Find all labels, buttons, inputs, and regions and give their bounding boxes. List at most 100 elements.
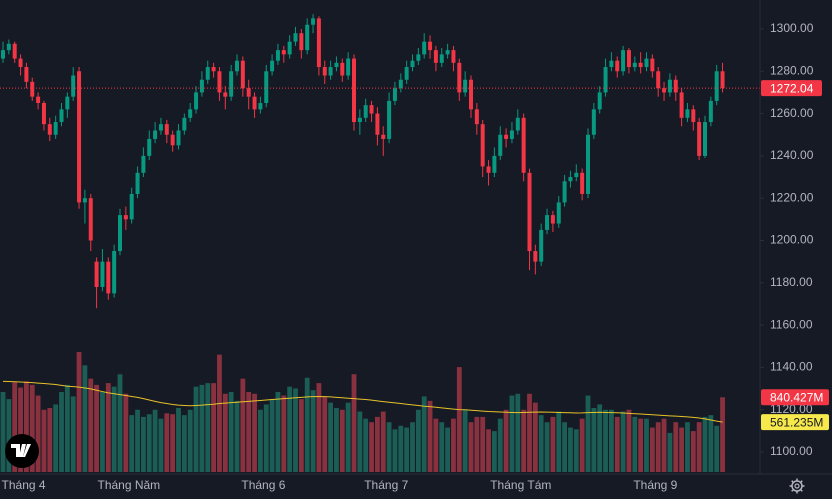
volume-bar [252,393,257,472]
candle-body [568,177,573,182]
candle-body [264,71,269,104]
candle-body [205,67,210,80]
tradingview-logo[interactable] [5,434,39,468]
candle-body [176,130,181,146]
candle-body [77,71,82,203]
candle-body [305,24,310,51]
volume-bar [228,392,234,472]
volume-ma-line [2,380,723,423]
y-tick-label: 1260.00 [770,106,814,120]
candle-body [123,215,128,220]
candle-body [94,261,99,288]
candle-body [685,109,690,118]
candle-body [439,54,444,63]
logo-mark [11,444,31,457]
candle-body [691,109,696,123]
volume-bar [486,429,491,472]
candle-body [480,124,485,167]
volume-bar [111,386,117,472]
volume-bar [129,415,135,472]
candle-body [504,134,509,139]
volume-bar [6,399,12,472]
volume-bar [410,422,415,472]
candle-body [311,18,316,25]
volume-bar [433,418,439,472]
volume-bar [187,409,193,472]
volume-bar [82,365,88,472]
volume-bar [632,416,638,472]
volume-bar [339,409,345,472]
candle-body [1,50,5,59]
volume-bar [685,422,690,472]
volume-bar [222,393,228,472]
volume-bar [626,409,632,472]
y-tick-label: 1140.00 [770,360,813,374]
candle-body [211,67,216,72]
volume-badge [761,389,829,406]
candle-body [24,67,29,82]
volume-bar [217,354,222,472]
candle-body [416,54,421,61]
candle-body [18,58,23,68]
volume-bar [568,427,573,472]
volume-bar [310,390,316,472]
volume-bar [702,416,708,472]
candle-body [252,96,257,110]
candle-body [387,100,392,139]
candle-body [562,181,567,203]
volume-bar [603,409,608,472]
volume-bar [357,411,363,472]
candle-body [281,50,286,55]
candle-body [65,96,70,110]
candle-body [88,198,93,241]
x-tick-label: Tháng 7 [364,478,408,492]
volume-bar [673,422,679,472]
volume-pane [0,352,725,472]
candle-body [626,50,631,68]
candle-body [492,155,497,173]
volume-bar [392,429,398,472]
candle-body [235,60,239,72]
candle-body [299,33,304,51]
candle-body [153,130,158,139]
candle-body [164,124,169,135]
volume-bar [88,378,94,472]
volume-bar [105,383,111,472]
candle-body [591,109,596,135]
candle-body [586,134,590,194]
volume-bar [240,378,246,472]
candle-body [451,50,456,63]
volume-bar [146,414,152,472]
volume-bar [375,416,380,472]
volume-bar [141,416,146,472]
y-tick-label: 1220.00 [770,190,814,204]
gear-hub [794,483,800,489]
volume-bar [532,402,538,472]
candle-body [574,172,579,178]
x-tick-label: Tháng 9 [633,478,677,492]
volume-bar [24,381,29,472]
volume-bar [369,422,374,472]
candle-body [433,50,438,63]
candle-body [258,103,263,110]
candle-body [293,33,298,42]
volume-bar [620,411,626,472]
x-tick-label: Tháng 4 [2,478,46,492]
volume-bar [644,418,649,472]
volume-bar [503,409,509,472]
candle-body [404,67,409,80]
settings-button[interactable] [789,478,805,494]
candle-body [82,198,87,203]
candle-body [609,60,614,68]
x-tick-label: Tháng Tám [490,478,551,492]
candle-body [135,172,140,194]
candle-body [170,134,175,146]
volume-bar [445,427,450,472]
last-price-badge [761,80,822,97]
volume-bar [345,402,351,472]
volume-bar [41,409,47,472]
candle-body [363,105,368,118]
candle-body [498,134,503,156]
